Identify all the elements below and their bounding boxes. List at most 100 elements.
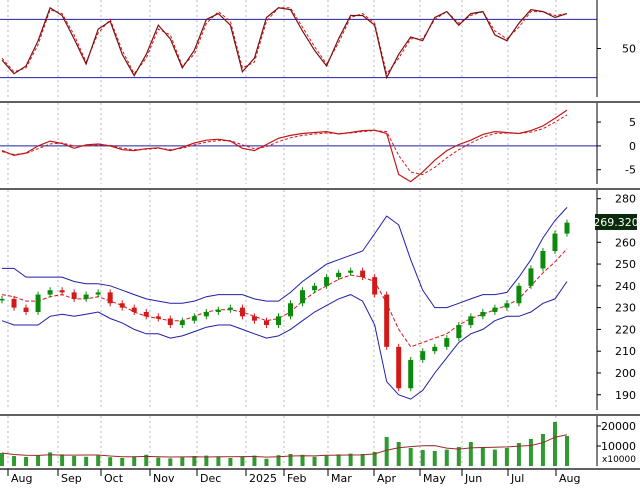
volume-bar: [24, 457, 29, 466]
volume-bar: [468, 442, 473, 466]
volume-bar: [180, 457, 185, 466]
candle-body: [288, 303, 294, 317]
y-tick-label: 0: [629, 140, 636, 153]
candle-body: [83, 294, 89, 299]
candle-body: [131, 307, 137, 312]
stoch-d-line: [1, 7, 568, 75]
volume-bar: [324, 455, 329, 466]
y-tick-label: 5: [629, 116, 636, 129]
volume-bar: [120, 458, 125, 466]
candle-body: [167, 318, 173, 326]
volume-unit-label: x10000: [602, 455, 636, 465]
candle-body: [516, 285, 522, 304]
volume-bar: [565, 436, 569, 466]
candle-body: [119, 303, 125, 308]
candle-body: [155, 316, 161, 319]
candle-body: [275, 316, 281, 326]
month-label: Aug: [11, 472, 32, 485]
candle-body: [239, 307, 245, 317]
candle-body: [300, 290, 306, 304]
candle-body: [468, 316, 474, 326]
candle-body: [263, 320, 269, 326]
y-tick-label: 210: [615, 345, 636, 358]
volume-bar: [204, 455, 209, 466]
candle-body: [95, 292, 101, 295]
volume-bar: [216, 456, 221, 466]
volume-bar: [132, 456, 137, 466]
candle-body: [492, 307, 498, 312]
candle-body: [107, 292, 113, 304]
volume-bar: [72, 456, 77, 466]
candle-body: [432, 346, 438, 352]
macd-panel: 5 0 -5: [0, 101, 640, 184]
volume-bar: [336, 454, 341, 466]
candle-body: [324, 277, 330, 286]
volume-bar: [192, 456, 197, 466]
macd-signal-line: [1, 114, 568, 176]
volume-bar: [228, 458, 233, 466]
month-label: May: [423, 472, 446, 485]
volume-bar: [312, 456, 317, 466]
month-label: Jul: [510, 472, 524, 485]
y-tick-label: 50: [622, 43, 636, 56]
volume-panel: 20000 10000 x10000: [0, 414, 640, 466]
volume-bar: [432, 451, 437, 466]
month-label: Dec: [200, 472, 221, 485]
volume-bar: [528, 439, 533, 466]
month-label: Jun: [464, 472, 482, 485]
price-panel: 280270260250240230220210200190269.320: [0, 188, 640, 410]
volume-bar: [264, 458, 269, 466]
volume-bar: [36, 455, 41, 466]
volume-bar: [516, 443, 521, 466]
volume-bar: [504, 448, 509, 466]
month-label: Oct: [104, 472, 124, 485]
volume-bar: [0, 453, 4, 466]
date-axis: Aug Sep Oct Nov Dec 2025 Feb Mar Apr May Jun Jul Aug: [0, 468, 640, 485]
volume-bar: [540, 434, 545, 466]
candle-body: [540, 250, 546, 269]
volume-bar: [156, 457, 161, 466]
volume-bar: [456, 447, 461, 466]
candle-body: [396, 346, 402, 389]
candle-body: [360, 270, 366, 278]
candle-body: [480, 311, 486, 317]
y-tick-label: 250: [615, 258, 636, 271]
stochastic-panel: 50: [0, 0, 636, 97]
volume-bar: [552, 422, 557, 466]
y-tick-label: 260: [615, 236, 636, 249]
candle-body: [11, 298, 17, 308]
volume-bar: [396, 442, 401, 466]
candle-body: [143, 311, 149, 317]
bollinger-lower-band: [1, 281, 568, 400]
candle-body: [552, 233, 558, 251]
candle-body: [528, 268, 534, 286]
candle-body: [215, 309, 221, 312]
stoch-k-line: [1, 6, 568, 80]
candle-body: [47, 290, 53, 295]
y-tick-label: 200: [615, 367, 636, 380]
candle-body: [35, 294, 41, 312]
month-label: Nov: [153, 472, 175, 485]
candle-body: [59, 290, 65, 293]
candle-body: [0, 298, 5, 301]
candle-body: [312, 285, 318, 291]
candle-body: [420, 351, 426, 360]
month-label: Sep: [61, 472, 82, 485]
candle-body: [384, 294, 390, 347]
last-price-label: 269.320: [593, 216, 639, 229]
candle-body: [564, 222, 570, 234]
candle-body: [444, 338, 450, 347]
candle-body: [456, 325, 462, 339]
volume-bar: [480, 448, 485, 466]
volume-bar: [168, 458, 173, 466]
candle-body: [203, 311, 209, 317]
volume-bar: [492, 449, 497, 466]
volume-bar: [288, 454, 293, 466]
candle-body: [336, 272, 342, 278]
volume-bar: [84, 456, 89, 466]
y-tick-label: 190: [615, 389, 636, 402]
month-label: Aug: [559, 472, 580, 485]
month-label: Mar: [331, 472, 352, 485]
